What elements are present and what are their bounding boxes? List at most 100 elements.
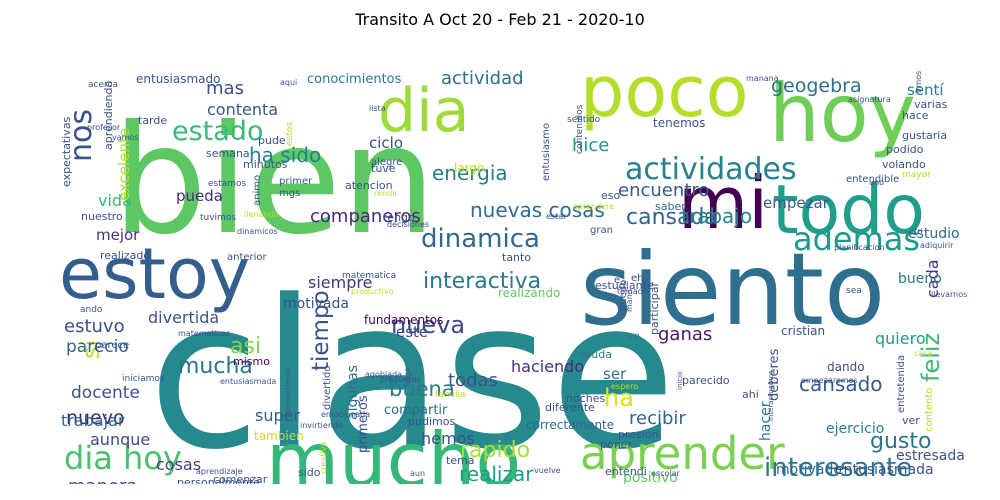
word-este: este: [396, 323, 428, 341]
word-hemos: hemos: [421, 429, 475, 448]
word-alegre: alegre: [371, 157, 402, 168]
word-matematica: matematica: [342, 271, 396, 281]
word-aun: aun: [410, 469, 425, 478]
word-irmos: irmos: [914, 71, 923, 93]
word-dinamica: dinamica: [421, 224, 540, 254]
word-poner: poner: [600, 438, 632, 451]
word-tambien: tambien: [254, 429, 304, 443]
word-estuvo: estuvo: [64, 316, 125, 337]
word-ademas: ademas: [793, 220, 920, 258]
word-nuevo: nuevo: [66, 407, 125, 429]
word-parece: parece: [95, 340, 129, 351]
word-uno: uno: [869, 178, 884, 187]
word-parecido: parecido: [682, 374, 730, 387]
word-estos: estos: [285, 122, 295, 146]
word-e: e: [614, 275, 620, 286]
word-atencion: atencion: [345, 179, 393, 192]
word-empezar: empezar: [763, 194, 830, 212]
word-dia: dia: [378, 76, 470, 146]
word-trabajar: trabajar: [61, 411, 125, 430]
word-entendi: entendi: [605, 465, 647, 478]
word-todas: todas: [448, 370, 498, 391]
word-realizado: realizado: [100, 249, 150, 262]
word-entendible: entendible: [846, 174, 899, 185]
word-estamos: estamos: [208, 179, 247, 189]
word-tanto: tanto: [502, 251, 531, 264]
word-cada: cada: [923, 259, 942, 298]
word-adiquirir: adiquirir: [920, 241, 954, 250]
word-creativa: creativa: [319, 442, 328, 474]
word-tuve: tuve: [371, 162, 396, 175]
word-deberes: deberes: [767, 348, 782, 401]
word-hoy: hoy: [769, 67, 916, 160]
word-presion: presion: [618, 428, 659, 441]
word-emocionada: emocionada: [321, 410, 370, 419]
word-compartiendo: compartiendo: [284, 367, 292, 416]
word-escolar: escolar: [651, 469, 681, 478]
word-nuevas-cosas: nuevas cosas: [470, 198, 605, 222]
word-hacer: hacer: [758, 401, 774, 441]
word-mismo: mismo: [233, 355, 270, 368]
word-pueda: pueda: [176, 187, 223, 205]
word-acerca: acerca: [88, 80, 118, 90]
word-pude: pude: [258, 134, 286, 147]
word-espero: espero: [611, 382, 638, 391]
word-hace: hace: [902, 109, 929, 122]
word-entusiasmado: entusiasmado: [136, 72, 221, 86]
word-realizando: realizando: [498, 286, 560, 300]
word-mucha: mucha: [178, 354, 253, 379]
word-expectativas: expectativas: [60, 116, 73, 187]
word-feliz: feliz: [917, 333, 945, 382]
word-mayor: mayor: [902, 170, 931, 180]
word-primeros: primeros: [356, 395, 371, 453]
word-estresada: estresada: [896, 448, 965, 464]
word-aprendiendo: aprendiendo: [102, 80, 115, 150]
word-sentido: sentido: [567, 115, 601, 125]
word-mi: mi: [678, 161, 768, 245]
word-poco: poco: [580, 51, 749, 133]
word-mgs: mgs: [279, 188, 300, 199]
word-cansado: cansado: [799, 372, 883, 396]
word-sea: sea: [846, 286, 862, 296]
word-haga: haga: [403, 367, 412, 387]
word-docente: docente: [71, 383, 140, 403]
word-ha: ha: [604, 384, 634, 412]
word-ver: ver: [902, 414, 920, 427]
word-vida: vida: [98, 191, 132, 210]
word-manana: manana: [746, 74, 779, 83]
word-interesante: interesante: [764, 453, 912, 483]
word-llenando: llenando: [244, 210, 278, 219]
word-nos: nos: [64, 109, 99, 162]
word-productivo: productivo: [351, 287, 394, 296]
word-profesor: profesor: [87, 123, 121, 132]
word-podido: podido: [886, 143, 924, 156]
word-matematicos: matematicos: [178, 329, 230, 338]
word-compartir: compartir: [384, 403, 448, 418]
word-asi: asi: [230, 334, 261, 359]
word-correctamente: correctamente: [526, 418, 614, 432]
word-aunque: aunque: [90, 430, 150, 449]
word-encuentro: encuentro: [618, 180, 709, 201]
word-tarde: tarde: [138, 114, 167, 127]
word-participar: participar: [648, 282, 661, 335]
word-hice: hice: [572, 135, 609, 156]
word-tenemos: tenemos: [653, 116, 705, 130]
word-asignatura: asignatura: [848, 95, 891, 104]
word-volando: volando: [882, 158, 926, 171]
word-bueno: bueno: [898, 271, 942, 287]
word-semana: semana: [206, 147, 250, 160]
word-contenta: contenta: [207, 100, 278, 119]
word-eh: eh: [631, 273, 644, 284]
word-todo: todo: [772, 171, 925, 250]
word-fundamentos: fundamentos: [364, 313, 443, 327]
word-lista: lista: [369, 104, 386, 113]
word-primer: primer: [279, 176, 313, 187]
word-estudiante: estudiante: [595, 279, 654, 292]
word-super: super: [255, 406, 300, 425]
word-nueva: nueva: [391, 311, 465, 339]
word-manera: manera: [68, 476, 137, 484]
word-excelente: excelente: [115, 128, 133, 201]
word-puedo: puedo: [618, 280, 629, 311]
word-ha-sido: ha sido: [249, 143, 321, 167]
